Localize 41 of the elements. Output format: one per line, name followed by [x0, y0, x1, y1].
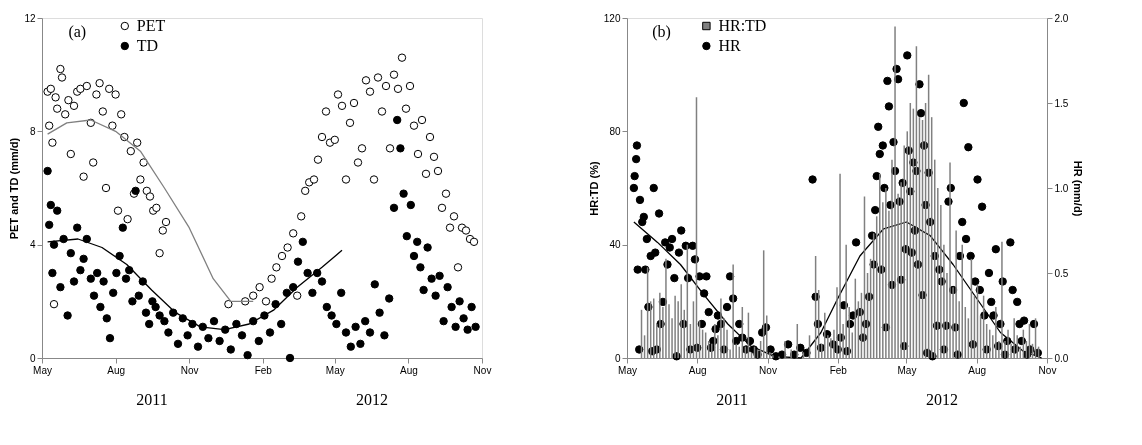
y-tick-label: 120	[603, 12, 621, 24]
x-tick-label: Nov	[1038, 364, 1057, 376]
legend-label: PET	[136, 17, 166, 34]
line-series	[633, 221, 1043, 359]
y-tick-label: 8	[29, 125, 36, 137]
chart-title: (a)	[68, 23, 87, 41]
x-tick-label: Aug	[107, 364, 125, 376]
text: 2012	[356, 391, 388, 408]
legend-label: HR:TD	[718, 17, 767, 34]
x-tick-label: Nov	[473, 364, 492, 376]
y-tick-label: 40	[609, 239, 621, 251]
y-tick-label: 12	[24, 12, 36, 24]
x-tick-label: May	[897, 364, 917, 376]
y2-tick-label: 0.0	[1054, 352, 1069, 364]
x-tick-label: Aug	[688, 364, 707, 376]
x-tick-label: Nov	[180, 364, 199, 376]
text: 2012	[926, 391, 958, 408]
y-tick-label: 0	[29, 352, 36, 364]
chart-title: (b)	[652, 23, 671, 41]
x-tick-label: Feb	[829, 364, 848, 376]
legend-label: TD	[136, 37, 159, 54]
y2-tick-label: 1.5	[1054, 97, 1069, 109]
x-tick-label: May	[33, 364, 52, 376]
text: 2011	[716, 391, 748, 408]
y-axis-title: HR:TD (%)	[587, 160, 600, 216]
y2-axis-title: HR (mm/d)	[1072, 160, 1085, 217]
y2-tick-label: 2.0	[1054, 12, 1069, 24]
x-tick-label: Aug	[400, 364, 418, 376]
x-tick-label: Aug	[968, 364, 987, 376]
text: 2011	[136, 391, 168, 408]
x-tick-label: Nov	[759, 364, 777, 376]
y-tick-label: 4	[29, 239, 36, 251]
y2-tick-label: 0.5	[1054, 267, 1069, 279]
x-tick-label: May	[618, 364, 637, 376]
x-tick-label: May	[325, 364, 345, 376]
y2-tick-label: 1.0	[1054, 182, 1069, 194]
y-tick-label: 0	[614, 352, 621, 364]
y-tick-label: 80	[609, 125, 621, 137]
x-tick-label: Feb	[254, 364, 273, 376]
y-axis-title: PET and TD (mm/d)	[8, 137, 21, 240]
legend-label: HR	[718, 37, 741, 54]
